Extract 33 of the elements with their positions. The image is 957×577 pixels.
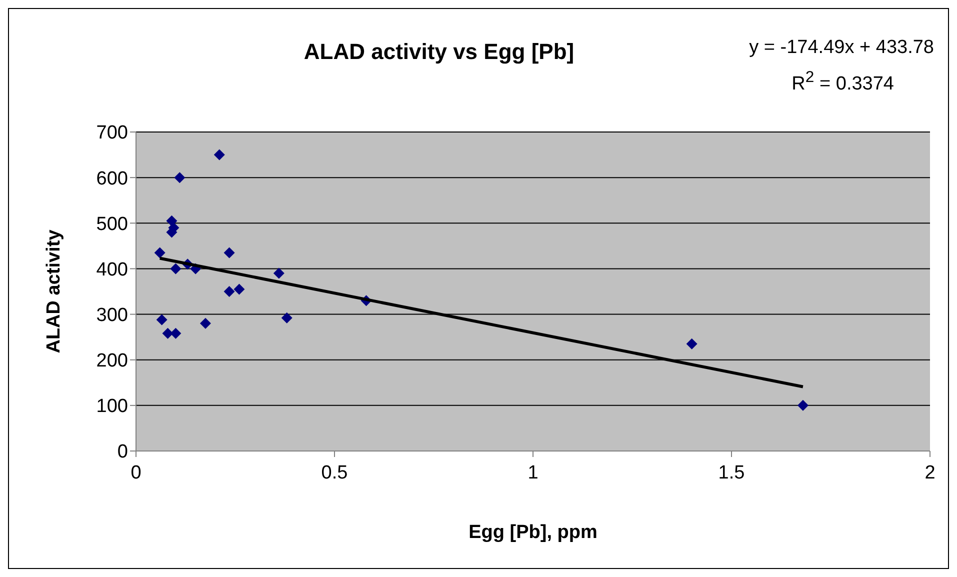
- y-tick-label: 400: [96, 259, 128, 280]
- point: [224, 247, 235, 258]
- point: [200, 318, 211, 329]
- point: [156, 314, 168, 326]
- chart-title: ALAD activity vs Egg [Pb]: [304, 39, 574, 64]
- y-tick-label: 500: [96, 214, 128, 235]
- point: [686, 338, 698, 350]
- y-axis-title: ALAD activity: [44, 229, 65, 354]
- point: [224, 286, 235, 297]
- point: [234, 284, 245, 295]
- point: [154, 247, 166, 258]
- point: [174, 172, 186, 184]
- point: [162, 328, 174, 339]
- x-tick-label: 2: [924, 462, 936, 484]
- point: [281, 312, 292, 324]
- text: R$^{2}$ = 0.3374: [790, 69, 895, 96]
- point: [170, 263, 182, 274]
- y-tick-label: 300: [96, 305, 128, 326]
- y-tick-label: 700: [96, 122, 128, 144]
- x-tick-label: 1: [528, 462, 538, 484]
- x-tick-label: 0: [130, 462, 142, 484]
- point: [797, 400, 808, 411]
- point: [273, 268, 284, 279]
- y-tick-label: 0: [117, 442, 128, 463]
- x-tick-label: 0.5: [321, 462, 348, 484]
- point: [170, 328, 182, 339]
- text: y = -174.49x + 433.78: [748, 37, 935, 59]
- y-tick-label: 600: [96, 168, 128, 190]
- y-tick-label: 200: [96, 350, 128, 372]
- x-tick-label: 1.5: [718, 462, 745, 484]
- y-tick-label: 100: [96, 396, 128, 418]
- x-axis-title: Egg [Pb], ppm: [468, 522, 598, 543]
- point: [214, 149, 225, 160]
